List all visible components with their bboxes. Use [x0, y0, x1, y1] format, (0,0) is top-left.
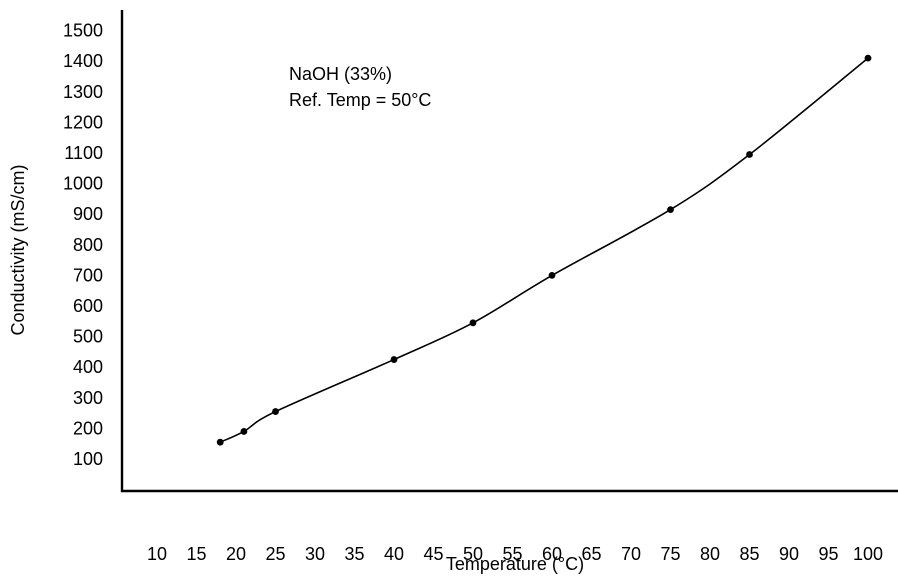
- annotation-reference-temp: Ref. Temp = 50°C: [289, 90, 431, 110]
- series-line: [219, 57, 869, 443]
- data-point: [240, 428, 248, 435]
- x-tick-label: 55: [502, 544, 522, 564]
- y-tick-label: 700: [73, 265, 103, 285]
- x-tick-label: 80: [700, 544, 720, 564]
- x-tick-label: 40: [384, 544, 404, 564]
- x-tick-label: 30: [305, 544, 325, 564]
- x-tick-label: 75: [660, 544, 680, 564]
- x-tick-label: 35: [344, 544, 364, 564]
- y-tick-label: 1300: [63, 82, 103, 102]
- data-point: [216, 438, 224, 446]
- y-tick-label: 1200: [63, 112, 103, 132]
- data-point: [746, 151, 753, 158]
- data-point: [864, 54, 872, 62]
- x-tick-label: 95: [818, 544, 838, 564]
- x-tick-label: 60: [542, 544, 562, 564]
- data-point: [548, 272, 556, 279]
- x-tick-label: 20: [226, 544, 246, 564]
- y-tick-label: 1100: [64, 143, 103, 163]
- series-group: [216, 54, 872, 446]
- y-tick-labels: 100 200 300 400 500 600 700 800 900 1000 1100 1200 1…: [63, 21, 103, 469]
- data-point: [272, 408, 279, 415]
- y-tick-label: 900: [73, 204, 103, 224]
- x-tick-label: 25: [265, 544, 285, 564]
- y-axis: 100 200 300 400 500 600 700 800 900 1000 1100 1200 1…: [63, 10, 124, 492]
- x-tick-label: 85: [739, 544, 759, 564]
- y-tick-label: 500: [73, 327, 103, 347]
- x-tick-label: 45: [423, 544, 443, 564]
- y-tick-label: 600: [73, 296, 103, 316]
- data-point: [667, 206, 674, 214]
- x-tick-label: 70: [621, 544, 641, 564]
- y-tick-label: 1400: [63, 51, 103, 71]
- y-tick-label: 100: [73, 449, 103, 469]
- x-tick-labels: 10 15 20 25 30 35 40 45 50 55 60 65 70 75 80 85 90 95 100: [147, 544, 883, 564]
- annotation-group: NaOH (33%) Ref. Temp = 50°C: [289, 64, 431, 110]
- y-tick-label: 1000: [63, 174, 103, 194]
- y-tick-label: 800: [73, 235, 103, 255]
- x-tick-label: 15: [186, 544, 206, 564]
- x-tick-label: 10: [147, 544, 167, 564]
- x-tick-label: 100: [853, 544, 883, 564]
- x-axis: 10 15 20 25 30 35 40 45 50 55 60 65 70 75 80 85 90 95 100: [121, 489, 898, 564]
- y-tick-label: 1500: [63, 21, 103, 41]
- x-tick-label: 65: [581, 544, 601, 564]
- x-axis-title: Temperature (°C): [446, 554, 584, 574]
- x-tick-label: 50: [463, 544, 483, 564]
- x-tick-label: 90: [779, 544, 799, 564]
- data-point: [390, 356, 398, 363]
- y-tick-label: 200: [73, 418, 103, 438]
- y-axis-title: Conductivity (mS/cm): [8, 164, 28, 335]
- annotation-solution: NaOH (33%): [289, 64, 392, 84]
- y-tick-label: 300: [73, 388, 103, 408]
- y-tick-label: 400: [73, 357, 103, 377]
- data-point: [469, 319, 477, 327]
